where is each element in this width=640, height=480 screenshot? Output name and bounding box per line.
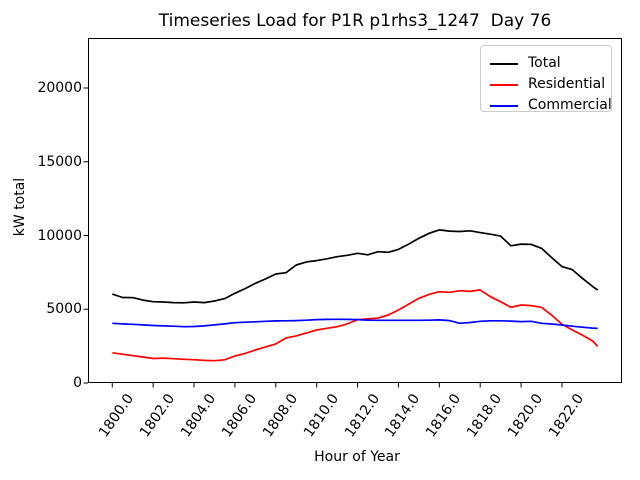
- y-tick-label: 0: [73, 375, 82, 391]
- axes-spines: [88, 38, 622, 383]
- chart-title: Timeseries Load for P1R p1rhs3_1247 Day …: [158, 11, 552, 31]
- legend-label-commercial: Commercial: [528, 97, 612, 113]
- series-line-total: [112, 229, 599, 304]
- legend-label-residential: Residential: [528, 76, 606, 92]
- total-line-swatch: [490, 62, 518, 65]
- y-tick-label: 15000: [37, 153, 82, 170]
- residential-line-swatch: [490, 83, 518, 86]
- y-axis-label: kW total: [12, 177, 28, 237]
- series-line-commercial: [112, 318, 598, 330]
- legend: Total Residential Commercial: [480, 45, 612, 113]
- y-tick-label: 10000: [37, 227, 82, 244]
- legend-row-total: Total: [490, 53, 603, 74]
- x-axis-label: Hour of Year: [314, 449, 400, 465]
- y-tick-label: 20000: [37, 80, 82, 96]
- plot-area: [83, 38, 622, 388]
- legend-label-total: Total: [528, 55, 561, 71]
- series-line-residential: [112, 289, 599, 362]
- commercial-line-swatch: [490, 104, 518, 107]
- legend-row-residential: Residential: [490, 74, 606, 95]
- tick-marks: [83, 87, 563, 388]
- series-lines: [112, 229, 599, 362]
- y-tick-label: 5000: [46, 301, 82, 318]
- legend-row-commercial: Commercial: [490, 95, 612, 116]
